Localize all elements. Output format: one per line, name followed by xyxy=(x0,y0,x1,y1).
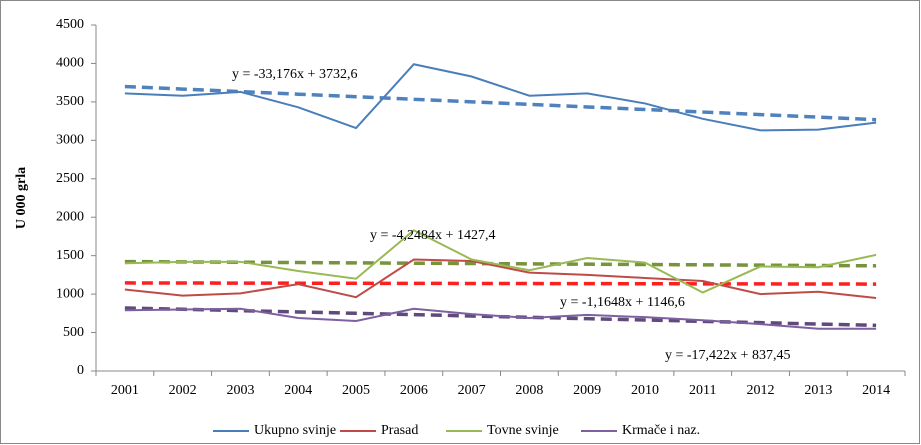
legend-label: Ukupno svinje xyxy=(254,423,336,438)
y-axis-label: U 000 grla xyxy=(14,167,29,229)
trend-line xyxy=(124,259,877,268)
legend-label: Tovne svinje xyxy=(487,423,559,438)
y-tick-label: 2500 xyxy=(56,171,84,186)
x-tick-label: 2003 xyxy=(226,383,254,398)
x-tick-label: 2012 xyxy=(747,383,775,398)
trend-equation: y = -17,422x + 837,45 xyxy=(665,348,790,363)
x-tick-label: 2014 xyxy=(862,383,890,398)
x-tick-label: 2004 xyxy=(284,383,312,398)
y-tick-label: 3500 xyxy=(56,94,84,109)
x-tick-label: 2009 xyxy=(573,383,601,398)
trend-equation: y = -4,2484x + 1427,4 xyxy=(370,228,495,243)
series-line xyxy=(124,229,877,294)
x-tick-label: 2008 xyxy=(515,383,543,398)
x-tick-label: 2010 xyxy=(631,383,659,398)
y-tick-label: 3000 xyxy=(56,133,84,148)
y-tick-label: 4000 xyxy=(56,56,84,71)
x-tick-label: 2006 xyxy=(400,383,428,398)
y-tick-label: 1000 xyxy=(56,286,84,301)
x-tick-label: 2013 xyxy=(804,383,832,398)
legend-label: Krmače i naz. xyxy=(622,423,700,438)
x-tick-label: 2002 xyxy=(169,383,197,398)
trend-equation: y = -1,1648x + 1146,6 xyxy=(560,295,685,310)
y-tick-label: 2000 xyxy=(56,209,84,224)
x-tick-label: 2011 xyxy=(689,383,716,398)
series-line xyxy=(124,63,877,132)
x-tick-label: 2001 xyxy=(111,383,139,398)
series-line xyxy=(124,258,877,299)
trend-equation: y = -33,176x + 3732,6 xyxy=(232,67,357,82)
y-tick-label: 500 xyxy=(63,325,84,340)
series-line xyxy=(124,307,877,330)
legend-label: Prasad xyxy=(381,423,418,438)
x-tick-label: 2007 xyxy=(458,383,486,398)
y-tick-label: 0 xyxy=(77,363,84,378)
y-tick-label: 1500 xyxy=(56,248,84,263)
trend-line xyxy=(124,84,877,122)
y-tick-label: 4500 xyxy=(56,17,84,32)
x-tick-label: 2005 xyxy=(342,383,370,398)
trend-line xyxy=(124,281,877,286)
